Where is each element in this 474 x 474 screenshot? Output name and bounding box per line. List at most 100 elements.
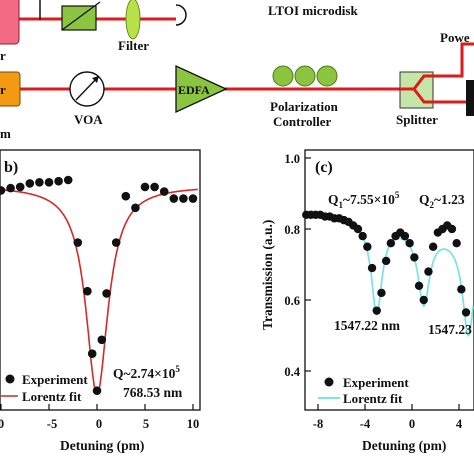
panel-b-data-point bbox=[179, 194, 188, 203]
panel-c-ytick-0: 1.0 bbox=[284, 152, 300, 166]
panel-b-q-annotation: Q~2.74×105 bbox=[113, 364, 180, 381]
laser-label-partial: r bbox=[0, 48, 6, 63]
panel-c-data-point bbox=[405, 239, 414, 248]
panel-c: (c) 1.0 0.8 0.6 0.4 Transmission (a.u.) … bbox=[260, 149, 474, 453]
panel-b-data-point bbox=[159, 187, 169, 196]
paddle-3-icon bbox=[316, 65, 338, 87]
panel-c-xtick-0: -8 bbox=[313, 417, 323, 431]
panel-c-data-point bbox=[424, 267, 433, 276]
panel-c-legend-experiment: Experiment bbox=[343, 375, 409, 390]
panel-b-data-point bbox=[111, 238, 121, 247]
panel-c-data-point bbox=[461, 308, 471, 317]
panel-b-xtick-4: 10 bbox=[187, 417, 200, 431]
panel-b-xtick-0: 0 bbox=[0, 417, 4, 431]
panel-b-legend-experiment: Experiment bbox=[22, 372, 88, 387]
panel-b-data-point bbox=[92, 386, 102, 396]
splitter-label: Splitter bbox=[396, 112, 438, 127]
panel-b-data-point bbox=[121, 191, 131, 201]
panel-b-tag: b) bbox=[4, 159, 18, 176]
panel-c-data-point bbox=[386, 239, 396, 248]
paddle-2-icon bbox=[294, 65, 316, 87]
panel-c-legend-dot bbox=[324, 377, 334, 387]
panel-c-ylabel: Transmission (a.u.) bbox=[260, 220, 275, 330]
panel-c-data-point bbox=[377, 288, 386, 298]
panel-b-data-point bbox=[54, 176, 63, 186]
voa-label: VOA bbox=[74, 112, 103, 127]
panel-b-data-point bbox=[131, 203, 140, 213]
panel-c-data-point bbox=[353, 224, 363, 234]
panel-b-data-point bbox=[102, 289, 111, 298]
panel-b-xtick-1: -5 bbox=[47, 417, 57, 431]
panel-c-data-point bbox=[358, 231, 367, 241]
paddle-1-icon bbox=[272, 65, 294, 87]
polarization-label-1: Polarization bbox=[270, 99, 339, 114]
panel-c-wl1: 1547.22 nm bbox=[334, 318, 401, 333]
panel-c-data-point bbox=[447, 224, 457, 234]
power-meter-label: Powe bbox=[440, 30, 470, 45]
panel-b-data-point bbox=[97, 335, 107, 345]
edfa-amplifier-icon bbox=[175, 64, 228, 114]
panel-c-data-point bbox=[419, 295, 428, 305]
panel-b-data-point bbox=[25, 179, 35, 188]
panel-c-ytick-1: 0.8 bbox=[284, 223, 300, 237]
panel-c-xtick-1: -4 bbox=[360, 417, 371, 431]
panel-c-frame bbox=[304, 149, 474, 411]
panel-b-data-point bbox=[63, 175, 73, 185]
panel-c-ytick-2: 0.6 bbox=[284, 294, 300, 308]
panel-b-data-point bbox=[87, 349, 97, 358]
panel-b: b) Q~2.74×105 768.53 nm Experiment Loren… bbox=[0, 149, 201, 453]
panel-b-data-point bbox=[0, 186, 6, 195]
panel-c-q2-annotation: Q2~1.23 bbox=[419, 192, 465, 210]
left-partial-label: m bbox=[0, 126, 11, 141]
panel-b-legend-fit: Lorentz fit bbox=[22, 389, 82, 404]
filter-label: Filter bbox=[118, 38, 149, 53]
microdisk-label: LTOI microdisk bbox=[268, 3, 358, 18]
panel-c-data-point bbox=[414, 281, 424, 290]
panel-b-data-point bbox=[6, 183, 15, 193]
panel-b-data-point bbox=[188, 194, 198, 203]
panel-c-data-point bbox=[452, 239, 461, 248]
panel-c-wl2: 1547.23 bbox=[428, 322, 472, 337]
svg-text:r: r bbox=[0, 82, 6, 97]
power-meter-box bbox=[466, 80, 474, 116]
panel-b-data-point bbox=[15, 182, 25, 192]
panel-c-data-point bbox=[381, 256, 391, 266]
panel-c-xtick-2: 0 bbox=[409, 417, 415, 431]
panel-b-wavelength: 768.53 nm bbox=[123, 385, 183, 400]
panel-c-data-point bbox=[400, 231, 410, 241]
setup-diagram: r Filter LTOI microdisk Powe r m VOA EDF… bbox=[0, 0, 474, 141]
panel-b-frame bbox=[0, 149, 201, 411]
panel-c-xtick-3: 4 bbox=[456, 417, 463, 431]
panel-b-legend-dot bbox=[5, 374, 15, 384]
panel-b-data-point bbox=[83, 286, 92, 296]
attenuator-arrow bbox=[61, 1, 101, 31]
polarization-label-2: Controller bbox=[273, 114, 331, 129]
panel-b-xtick-2: 0 bbox=[96, 417, 102, 431]
panel-c-ytick-3: 0.4 bbox=[284, 365, 300, 379]
panel-b-data-point bbox=[35, 178, 44, 187]
panel-c-data-point bbox=[410, 253, 419, 262]
panel-b-data-point bbox=[73, 238, 83, 247]
laser-box-orange bbox=[0, 71, 21, 107]
panel-b-xtick-3: 5 bbox=[143, 417, 149, 431]
panel-c-data-point bbox=[367, 263, 377, 273]
panel-c-tag: (c) bbox=[315, 159, 333, 176]
panel-b-data-point bbox=[169, 194, 179, 203]
panel-c-legend-fit: Lorentz fit bbox=[343, 391, 403, 406]
panel-c-data-point bbox=[363, 242, 372, 251]
edfa-label: EDFA bbox=[178, 83, 210, 97]
panel-b-data-point bbox=[140, 182, 150, 192]
panel-b-lorentz-fit bbox=[0, 188, 198, 396]
panel-c-xlabel: Detuning (pm) bbox=[362, 438, 446, 453]
panel-b-data-point bbox=[44, 178, 54, 187]
panel-c-data-point bbox=[457, 285, 466, 294]
panel-c-data-point bbox=[428, 242, 438, 251]
fiber-loop bbox=[175, 4, 187, 26]
panel-b-data-point bbox=[150, 182, 159, 192]
laser-box-pink bbox=[0, 0, 20, 45]
filter-lens-icon bbox=[125, 0, 141, 40]
panel-c-data-point bbox=[372, 306, 381, 315]
panel-b-xlabel: Detuning (pm) bbox=[60, 438, 144, 453]
panel-c-q1-annotation: Q1~7.55×105 bbox=[328, 190, 400, 210]
